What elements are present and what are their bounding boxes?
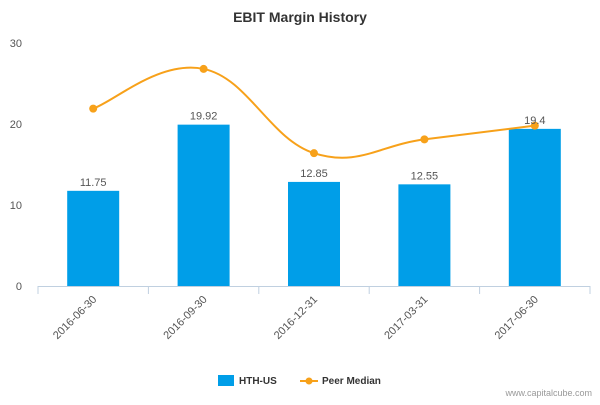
x-tick-label: 2016-06-30 bbox=[51, 294, 99, 342]
peer-median-point[interactable] bbox=[420, 135, 429, 144]
bar-data-label: 19.92 bbox=[190, 111, 218, 123]
peer-median-line bbox=[92, 66, 535, 159]
bar-hth-us[interactable] bbox=[177, 124, 230, 286]
peer-median-point[interactable] bbox=[530, 121, 539, 130]
legend-marker-peer-median[interactable] bbox=[305, 377, 313, 385]
legend-label-peer-median[interactable]: Peer Median bbox=[322, 376, 381, 387]
bar-hth-us[interactable] bbox=[508, 128, 561, 286]
y-tick-label: 10 bbox=[10, 200, 22, 212]
bar-data-label: 11.75 bbox=[80, 177, 107, 189]
line-series-peer-median bbox=[89, 64, 539, 159]
peer-median-point[interactable] bbox=[310, 149, 318, 158]
peer-median-point[interactable] bbox=[199, 64, 208, 73]
legend-swatch-hth-us[interactable] bbox=[218, 375, 234, 386]
x-tick-label: 2016-09-30 bbox=[161, 294, 209, 342]
y-tick-label: 0 bbox=[16, 281, 22, 293]
chart-title: EBIT Margin History bbox=[233, 9, 367, 25]
bar-data-label: 12.55 bbox=[411, 170, 439, 182]
bar-series-hth-us bbox=[67, 124, 561, 286]
bar-hth-us[interactable] bbox=[288, 181, 340, 286]
peer-median-point[interactable] bbox=[89, 104, 98, 113]
watermark-text: www.capitalcube.com bbox=[504, 388, 592, 398]
legend-label-hth-us[interactable]: HTH-US bbox=[239, 376, 277, 387]
bar-hth-us[interactable] bbox=[398, 184, 451, 286]
data-labels: 11.75 19.92 12.85 12.55 19.4 bbox=[80, 111, 546, 189]
y-tick-label: 20 bbox=[10, 119, 22, 131]
x-tick-label: 2017-06-30 bbox=[493, 294, 541, 342]
bar-data-label: 19.4 bbox=[524, 115, 545, 127]
bar-hth-us[interactable] bbox=[67, 190, 120, 286]
x-tick-label: 2016-12-31 bbox=[272, 294, 320, 342]
bar-data-label: 12.85 bbox=[300, 168, 328, 180]
y-tick-label: 30 bbox=[10, 38, 22, 50]
x-tick-label: 2017-03-31 bbox=[382, 294, 430, 342]
legend[interactable]: HTH-US Peer Median bbox=[218, 375, 381, 387]
